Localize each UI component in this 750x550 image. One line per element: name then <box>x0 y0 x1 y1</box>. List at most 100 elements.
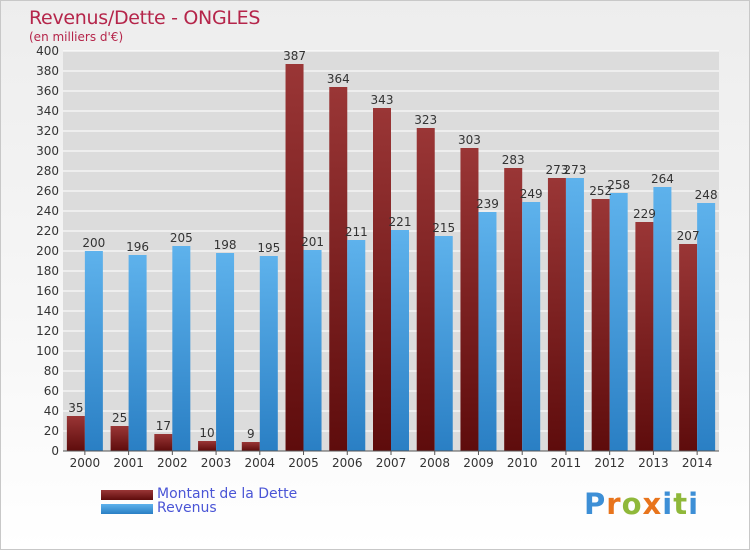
bar-revenue <box>84 251 103 451</box>
bar-debt <box>241 442 260 451</box>
bar-debt <box>504 168 523 451</box>
x-tick-label: 2010 <box>507 456 538 470</box>
data-label-debt: 10 <box>199 426 214 440</box>
bar-revenue <box>565 178 584 451</box>
x-axis-ticks: 2000 2001 2002 2003 2004 2005 2006 2007 2008 2009… <box>63 450 719 470</box>
data-label-debt: 207 <box>677 229 700 243</box>
chart-title: Revenus/Dette - ONGLES <box>29 7 261 29</box>
y-tick-label: 100 <box>36 344 59 358</box>
logo-letter: r <box>606 487 622 521</box>
y-tick-label: 280 <box>36 164 59 178</box>
y-tick-label: 380 <box>36 64 59 78</box>
y-tick-label: 140 <box>36 304 59 318</box>
y-tick-label: 60 <box>44 384 59 398</box>
bar-debt <box>66 416 85 451</box>
logo-letter: o <box>621 487 643 521</box>
data-labels: 35 200 25 196 17 205 10 198 9 195 387 201 364 211 343 2… <box>68 49 717 441</box>
legend-label-debt: Montant de la Dette <box>157 486 298 502</box>
logo-letter: i <box>662 487 674 521</box>
data-label-debt: 323 <box>414 113 437 127</box>
data-label-debt: 273 <box>545 163 568 177</box>
bar-debt <box>373 108 391 451</box>
y-tick-label: 120 <box>36 324 59 338</box>
data-label-revenue: 195 <box>257 241 280 255</box>
x-tick-label: 2007 <box>376 456 407 470</box>
x-tick-label: 2014 <box>682 456 713 470</box>
chart-subtitle: (en milliers d'€) <box>29 30 124 44</box>
y-tick-label: 160 <box>36 284 59 298</box>
bar-debt <box>591 199 610 451</box>
y-tick-label: 260 <box>36 184 59 198</box>
data-label-debt: 229 <box>633 207 656 221</box>
data-label-revenue: 198 <box>214 238 237 252</box>
bar-revenue <box>128 255 147 451</box>
y-tick-label: 320 <box>36 124 59 138</box>
bar-debt <box>285 64 304 451</box>
y-tick-label: 340 <box>36 104 59 118</box>
x-tick-label: 2006 <box>332 456 363 470</box>
logo-letter: t <box>673 487 689 521</box>
bar-revenue <box>347 240 366 451</box>
x-tick-label: 2003 <box>201 456 232 470</box>
bar-debt <box>635 222 654 451</box>
data-label-debt: 252 <box>589 184 612 198</box>
data-label-revenue: 239 <box>476 197 499 211</box>
data-label-revenue: 249 <box>520 187 543 201</box>
y-tick-label: 360 <box>36 84 59 98</box>
bar-revenue <box>697 203 716 451</box>
bar-debt <box>110 426 129 451</box>
bar-revenue <box>216 253 235 451</box>
x-tick-label: 2009 <box>463 456 494 470</box>
legend-label-revenue: Revenus <box>157 500 217 516</box>
logo-letter: i <box>688 487 700 521</box>
legend-item-debt: Montant de la Dette <box>101 486 361 503</box>
bar-revenue <box>434 236 453 451</box>
bar-debt <box>154 434 173 451</box>
logo-letter: x <box>642 487 663 521</box>
data-label-revenue: 196 <box>126 240 149 254</box>
legend-item-revenue: Revenus <box>101 500 361 517</box>
y-tick-label: 40 <box>44 404 59 418</box>
data-label-revenue: 211 <box>345 225 368 239</box>
x-tick-label: 2001 <box>113 456 144 470</box>
y-tick-label: 300 <box>36 144 59 158</box>
data-label-debt: 303 <box>458 133 481 147</box>
data-label-revenue: 273 <box>563 163 586 177</box>
bar-revenue <box>172 246 191 451</box>
data-label-debt: 35 <box>68 401 83 415</box>
x-tick-label: 2012 <box>594 456 625 470</box>
bar-debt <box>547 178 566 451</box>
bar-revenue <box>391 230 409 451</box>
legend-swatch-revenue <box>101 504 153 514</box>
y-tick-label: 220 <box>36 224 59 238</box>
bar-debt <box>679 244 698 451</box>
y-axis-ticks: 0 20 40 60 80 100 120 140 160 180 200 220 240 260 280 3… <box>36 44 59 458</box>
data-label-revenue: 248 <box>695 188 718 202</box>
bar-debt <box>460 148 479 451</box>
data-label-debt: 364 <box>327 72 350 86</box>
y-tick-label: 180 <box>36 264 59 278</box>
legend-swatch-debt <box>101 490 153 500</box>
bar-debt <box>198 441 217 451</box>
data-label-revenue: 258 <box>607 178 630 192</box>
bar-revenue <box>259 256 278 451</box>
proxiti-logo: Proxiti <box>584 487 699 521</box>
x-tick-label: 2002 <box>157 456 188 470</box>
data-label-revenue: 201 <box>301 235 324 249</box>
data-label-revenue: 221 <box>389 215 412 229</box>
x-tick-label: 2005 <box>288 456 319 470</box>
bar-debt <box>416 128 435 451</box>
y-tick-label: 200 <box>36 244 59 258</box>
data-label-debt: 343 <box>371 93 394 107</box>
data-label-debt: 387 <box>283 49 306 63</box>
bar-revenue <box>653 187 672 451</box>
bar-revenue <box>478 212 497 451</box>
data-label-debt: 9 <box>247 427 255 441</box>
y-tick-label: 400 <box>36 44 59 58</box>
y-tick-label: 20 <box>44 424 59 438</box>
bar-debt <box>329 87 348 451</box>
bar-revenue <box>609 193 628 451</box>
bar-revenue <box>522 202 541 451</box>
